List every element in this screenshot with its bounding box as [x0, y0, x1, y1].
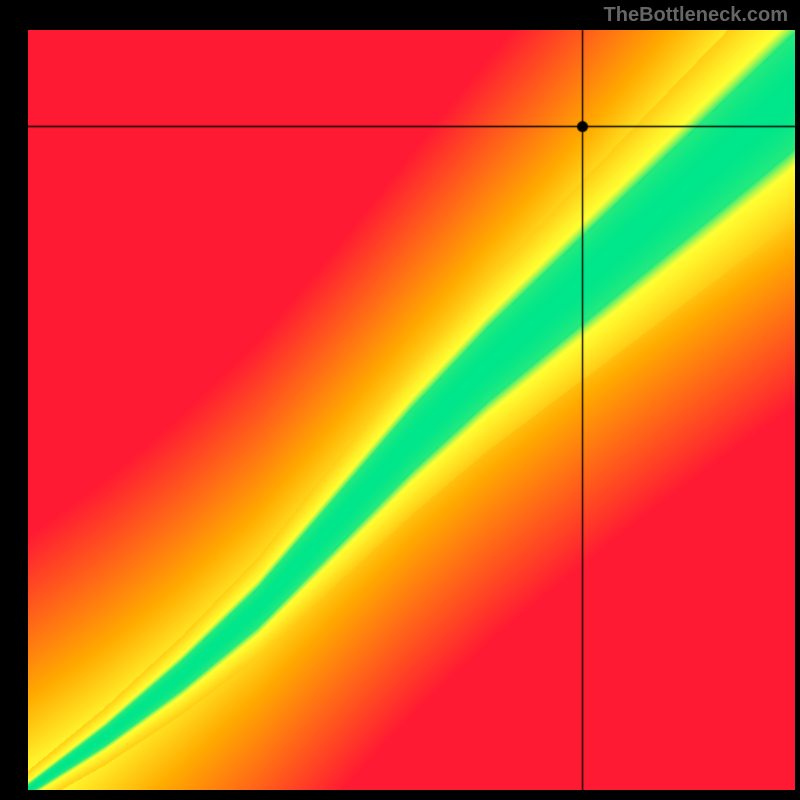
bottleneck-heatmap: [28, 30, 795, 790]
chart-container: TheBottleneck.com: [0, 0, 800, 800]
watermark-text: TheBottleneck.com: [604, 4, 788, 27]
